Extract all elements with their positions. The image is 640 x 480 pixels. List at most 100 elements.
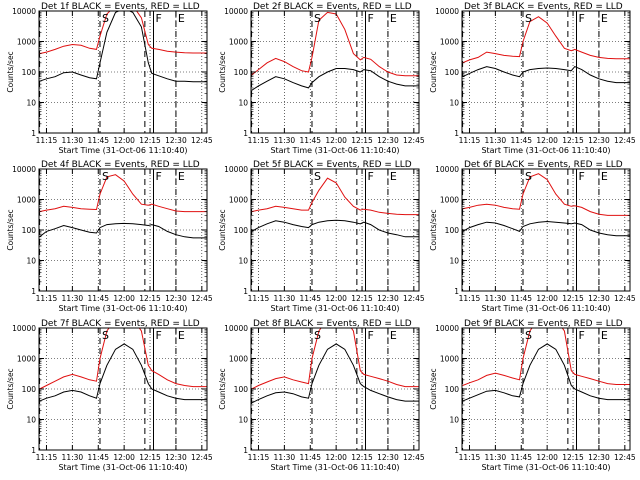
y-tick-label: 1	[243, 129, 248, 138]
y-tick-label: 1000	[17, 196, 36, 205]
y-tick-label: 100	[445, 226, 460, 235]
y-tick-label: 10	[449, 416, 459, 425]
x-tick-label: 12:15	[351, 294, 373, 303]
marker-label: S	[314, 329, 321, 342]
marker-label: S	[102, 329, 109, 342]
x-tick-label: 11:30	[62, 136, 84, 145]
x-tick-label: 12:30	[588, 294, 610, 303]
y-tick-label: 1	[243, 446, 248, 455]
x-tick-label: 11:30	[485, 136, 507, 145]
y-tick-label: 10	[26, 99, 36, 108]
y-tick-label: 10	[238, 257, 248, 266]
x-tick-label: 12:00	[113, 453, 135, 462]
marker-label: S	[525, 329, 532, 342]
x-tick-label: 12:45	[403, 453, 425, 462]
y-tick-label: 1000	[440, 38, 459, 47]
x-tick-label: 12:00	[113, 136, 135, 145]
x-tick-label: 11:15	[248, 294, 270, 303]
y-axis-label: Counts/sec	[429, 209, 438, 250]
x-tick-label: 11:30	[274, 294, 296, 303]
x-tick-label: 11:15	[248, 453, 270, 462]
panel-title: Det 2f BLACK = Events, RED = LLD	[253, 2, 412, 12]
y-tick-label: 10000	[12, 7, 36, 16]
panel-title: Det 1f BLACK = Events, RED = LLD	[41, 2, 200, 12]
lld-series-line	[462, 16, 630, 64]
x-axis-label: Start Time (31-Oct-06 11:10:40)	[58, 146, 187, 155]
y-tick-label: 1	[31, 446, 36, 455]
y-tick-label: 1	[243, 287, 248, 296]
x-axis-label: Start Time (31-Oct-06 11:10:40)	[270, 146, 399, 155]
events-series-line	[462, 220, 630, 237]
x-tick-label: 11:15	[459, 136, 481, 145]
lld-series-line	[39, 174, 207, 213]
x-tick-label: 12:45	[403, 136, 425, 145]
y-tick-label: 10000	[224, 165, 248, 174]
x-tick-label: 11:30	[274, 136, 296, 145]
x-tick-label: 12:00	[325, 294, 347, 303]
x-tick-label: 11:45	[510, 136, 532, 145]
marker-label: E	[601, 329, 608, 342]
marker-label: F	[155, 12, 161, 25]
x-axis-label: Start Time (31-Oct-06 11:10:40)	[270, 463, 399, 472]
y-tick-label: 10000	[12, 165, 36, 174]
marker-label: S	[525, 170, 532, 183]
x-tick-label: 12:00	[536, 136, 558, 145]
panel-title: Det 8f BLACK = Events, RED = LLD	[253, 319, 412, 329]
x-tick-label: 11:45	[299, 294, 321, 303]
x-tick-label: 12:30	[377, 136, 399, 145]
x-tick-label: 11:30	[62, 453, 84, 462]
y-tick-label: 1000	[440, 355, 459, 364]
x-tick-label: 12:30	[588, 136, 610, 145]
x-tick-label: 11:30	[62, 294, 84, 303]
x-tick-label: 12:00	[113, 294, 135, 303]
events-series-line	[462, 343, 630, 402]
events-series-line	[251, 68, 419, 91]
marker-label: S	[102, 170, 109, 183]
marker-label: E	[390, 12, 397, 25]
x-tick-label: 12:00	[325, 136, 347, 145]
lld-series-line	[251, 328, 419, 390]
x-tick-label: 12:30	[165, 294, 187, 303]
events-series-line	[251, 219, 419, 238]
y-tick-label: 100	[22, 226, 37, 235]
y-tick-label: 1	[454, 287, 459, 296]
x-tick-label: 11:45	[87, 453, 109, 462]
events-series-line	[39, 11, 207, 83]
x-tick-label: 11:45	[87, 294, 109, 303]
y-tick-label: 1	[31, 287, 36, 296]
lld-series-line	[251, 177, 419, 216]
x-axis-label: Start Time (31-Oct-06 11:10:40)	[58, 463, 187, 472]
x-tick-label: 12:30	[165, 453, 187, 462]
y-tick-label: 10000	[224, 7, 248, 16]
x-tick-label: 12:15	[562, 453, 584, 462]
x-tick-label: 11:15	[36, 453, 58, 462]
marker-label: S	[102, 12, 109, 25]
y-tick-label: 10	[26, 416, 36, 425]
y-tick-label: 10	[238, 416, 248, 425]
x-tick-label: 12:45	[614, 453, 636, 462]
y-tick-label: 1	[31, 129, 36, 138]
x-tick-label: 12:00	[536, 294, 558, 303]
x-tick-label: 12:30	[165, 136, 187, 145]
marker-label: S	[525, 12, 532, 25]
marker-label: F	[578, 12, 584, 25]
x-tick-label: 12:15	[562, 136, 584, 145]
x-tick-label: 12:15	[562, 294, 584, 303]
y-tick-label: 10000	[435, 165, 459, 174]
x-tick-label: 12:00	[536, 453, 558, 462]
y-tick-label: 100	[22, 68, 37, 77]
y-tick-label: 1	[454, 129, 459, 138]
x-tick-label: 12:30	[377, 294, 399, 303]
x-tick-label: 12:30	[588, 453, 610, 462]
y-tick-label: 1000	[229, 196, 248, 205]
x-tick-label: 11:15	[36, 294, 58, 303]
x-tick-label: 12:45	[614, 294, 636, 303]
x-tick-label: 11:15	[459, 294, 481, 303]
